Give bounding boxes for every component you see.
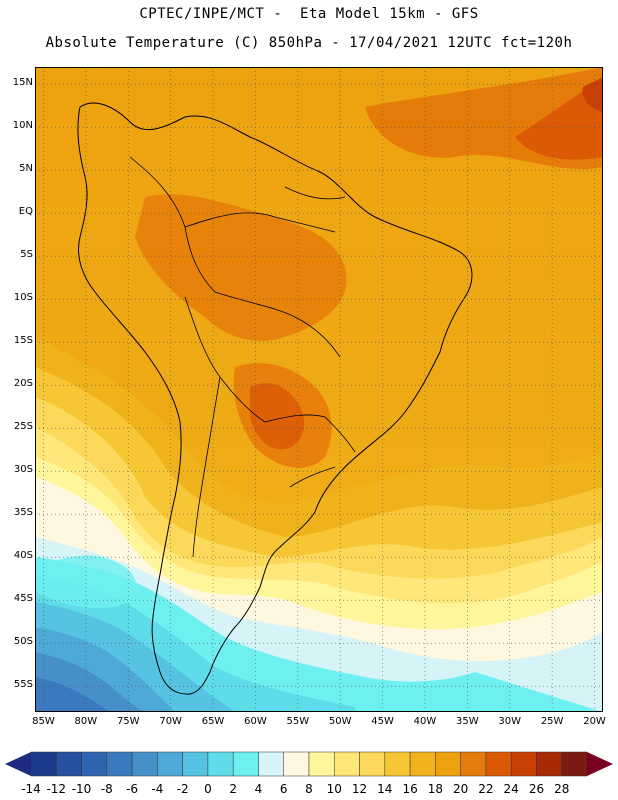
temperature-zone-2-4-pacific <box>35 555 136 609</box>
colorbar-tick-label: -8 <box>100 782 113 796</box>
lon-tick-label: 70W <box>159 716 182 727</box>
colorbar-cell <box>106 751 133 777</box>
lat-tick-label: 5N <box>19 163 33 175</box>
colorbar-cell <box>207 751 234 777</box>
colorbar-cell <box>81 751 108 777</box>
lat-tick-label: 35S <box>13 507 33 519</box>
colorbar-tick-label: 10 <box>326 782 342 796</box>
lat-tick-label: 50S <box>13 636 33 648</box>
chart-title-line-2: Absolute Temperature (C) 850hPa - 17/04/… <box>45 35 573 51</box>
lat-tick-label: 55S <box>13 679 33 691</box>
colorbar-cell <box>384 751 411 777</box>
colorbar-cell <box>536 751 562 777</box>
lon-tick-label: 20W <box>583 716 606 727</box>
colorbar-cell <box>283 751 310 777</box>
temperature-zone-24-26-ne <box>582 77 603 112</box>
lat-tick-label: 45S <box>13 593 33 605</box>
colorbar-cell <box>308 751 335 777</box>
lat-tick-label: EQ <box>18 206 33 218</box>
colorbar-cell <box>232 751 259 777</box>
lat-tick-label: 5S <box>20 249 33 261</box>
chart-title-line-1: CPTEC/INPE/MCT - Eta Model 15km - GFS <box>139 6 479 22</box>
colorbar-cell <box>30 751 57 777</box>
temperature-zone-minus8-minus6 <box>35 677 110 712</box>
lon-tick-label: 80W <box>74 716 98 727</box>
temperature-zone-22-24-paraguay <box>250 383 305 450</box>
colorbar-cell <box>485 751 512 777</box>
colorbar-cell <box>56 751 82 777</box>
lon-tick-label: 85W <box>32 716 55 727</box>
lat-tick-label: 10N <box>12 120 33 132</box>
lat-tick-label: 15N <box>12 77 33 89</box>
colorbar-tick-label: -10 <box>71 782 92 796</box>
colorbar-tick-label: -14 <box>21 782 41 796</box>
lat-tick-label: 30S <box>13 464 33 476</box>
lat-tick-label: 20S <box>13 378 33 390</box>
colorbar-tick-label: 8 <box>305 782 313 796</box>
continent-coastline <box>77 102 473 695</box>
temperature-map <box>35 67 603 712</box>
colorbar-tick-label: 2 <box>229 782 237 796</box>
temperature-zone-20-22-amazon <box>135 194 347 341</box>
colorbar-cell <box>460 751 487 777</box>
colorbar-cell <box>510 751 537 777</box>
colorbar-tick-label: 12 <box>351 782 368 796</box>
colorbar-tick-label: -6 <box>126 782 139 796</box>
colorbar-tick-label: 22 <box>478 782 494 796</box>
temperature-map-canvas <box>35 67 603 712</box>
colorbar-over-arrow <box>587 752 613 776</box>
lon-tick-label: 25W <box>540 716 564 727</box>
map-gridlines <box>35 67 603 712</box>
colorbar-cell <box>409 751 436 777</box>
colorbar-under-arrow <box>5 752 31 776</box>
lon-tick-label: 60W <box>244 716 267 727</box>
colorbar-tick-label: 20 <box>452 782 469 796</box>
lat-tick-label: 25S <box>13 421 33 433</box>
lon-tick-label: 65W <box>201 716 225 727</box>
colorbar-tick-label: 24 <box>503 782 519 796</box>
colorbar-cell <box>258 751 284 777</box>
map-frame <box>35 67 603 712</box>
colorbar-cell <box>157 751 183 777</box>
colorbar-tick-label: -2 <box>176 782 189 796</box>
colorbar-tick-label: -4 <box>151 782 164 796</box>
colorbar-tick-label: 26 <box>528 782 545 796</box>
lon-tick-label: 30W <box>498 716 522 727</box>
lon-tick-label: 45W <box>371 716 394 727</box>
colorbar-tick-label: 18 <box>427 782 443 796</box>
lon-tick-label: 75W <box>116 716 140 727</box>
lat-tick-label: 40S <box>13 550 33 562</box>
lat-tick-label: 10S <box>13 292 33 304</box>
lon-tick-label: 50W <box>328 716 352 727</box>
country-borders <box>129 156 356 558</box>
colorbar-tick-label: -12 <box>46 782 67 796</box>
colorbar-tick-label: 28 <box>554 782 570 796</box>
lon-tick-label: 40W <box>413 716 437 727</box>
colorbar-tick-label: 14 <box>377 782 393 796</box>
lat-tick-label: 15S <box>13 335 33 347</box>
temperature-zone-22-24-ne <box>515 77 603 160</box>
colorbar-cells <box>30 751 588 777</box>
colorbar-cell <box>182 751 209 777</box>
colorbar-cell <box>334 751 360 777</box>
colorbar-cell <box>131 751 158 777</box>
colorbar-tick-label: 0 <box>204 782 212 796</box>
colorbar-cell <box>561 751 588 777</box>
temperature-colorbar <box>5 751 613 777</box>
colorbar-cell <box>359 751 386 777</box>
colorbar-tick-label: 4 <box>254 782 263 796</box>
lon-tick-label: 35W <box>456 716 479 727</box>
colorbar-cell <box>435 751 461 777</box>
colorbar-tick-label: 16 <box>402 782 418 796</box>
colorbar-tick-label: 6 <box>279 782 288 796</box>
lon-tick-label: 55W <box>286 716 310 727</box>
